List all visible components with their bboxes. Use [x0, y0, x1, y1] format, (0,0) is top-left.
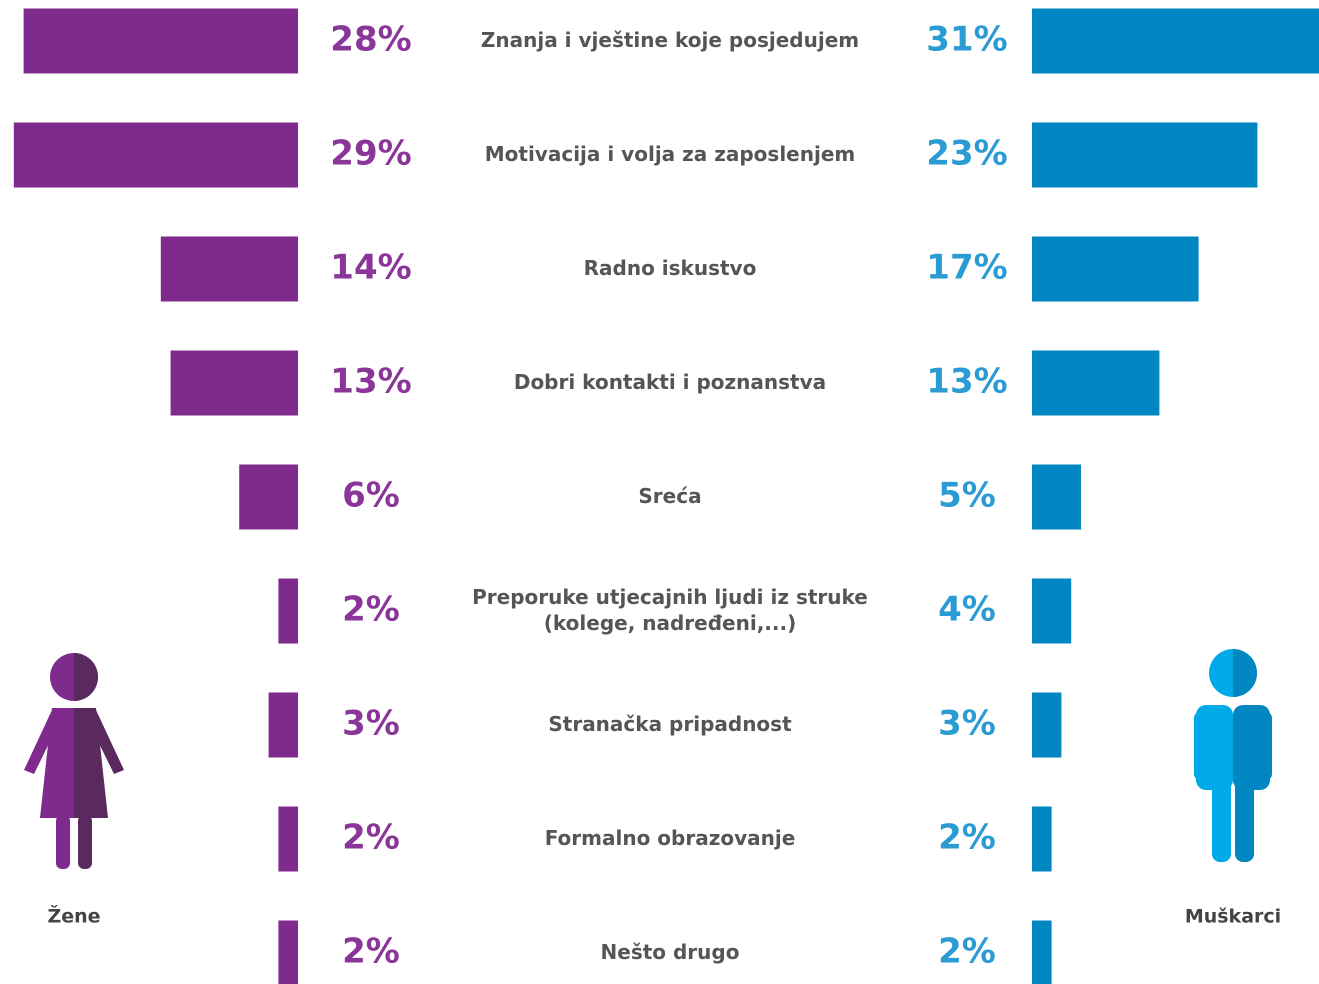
value-label: 3% [938, 704, 996, 744]
bar [170, 350, 298, 416]
value-label: 2% [938, 932, 996, 972]
value-label: 2% [342, 590, 400, 630]
series-name: Žene [47, 905, 100, 928]
value-label: 13% [330, 362, 411, 402]
value-label: 4% [938, 590, 996, 630]
category-label: Znanja i vještine koje posjedujem [481, 28, 859, 52]
man-icon [1194, 649, 1272, 862]
bar [278, 578, 298, 644]
woman-icon [24, 653, 124, 869]
bar [1032, 806, 1052, 872]
bar [23, 8, 298, 74]
value-label: 23% [926, 134, 1007, 174]
bar [1032, 8, 1319, 74]
value-label: 6% [342, 476, 400, 516]
bar [1032, 350, 1160, 416]
bar [1032, 578, 1072, 644]
bar [239, 464, 298, 530]
bar [1032, 236, 1199, 302]
value-label: 31% [926, 20, 1007, 60]
series-name: Muškarci [1185, 906, 1281, 928]
value-label: 28% [330, 20, 411, 60]
value-label: 2% [938, 818, 996, 858]
value-label: 14% [330, 248, 411, 288]
bar [1032, 122, 1258, 188]
bar [1032, 464, 1081, 530]
bar [13, 122, 299, 188]
value-label: 3% [342, 704, 400, 744]
value-label: 17% [926, 248, 1007, 288]
category-label: Dobri kontakti i poznanstva [514, 370, 826, 394]
category-label: Radno iskustvo [584, 256, 757, 280]
value-label: 13% [926, 362, 1007, 402]
value-label: 29% [330, 134, 411, 174]
value-label: 5% [938, 476, 996, 516]
bar [160, 236, 298, 302]
category-label: Stranačka pripadnost [548, 712, 792, 736]
bar [278, 920, 298, 984]
category-label: Formalno obrazovanje [545, 826, 796, 850]
category-label: Motivacija i volja za zaposlenjem [485, 142, 856, 166]
category-label: Sreća [638, 484, 701, 508]
bar [1032, 920, 1052, 984]
value-label: 2% [342, 818, 400, 858]
category-label: Preporuke utjecajnih ljudi iz struke (kol… [472, 585, 868, 635]
bar [268, 692, 298, 758]
bar [1032, 692, 1062, 758]
value-label: 2% [342, 932, 400, 972]
bar [278, 806, 298, 872]
category-label: Nešto drugo [601, 940, 740, 964]
